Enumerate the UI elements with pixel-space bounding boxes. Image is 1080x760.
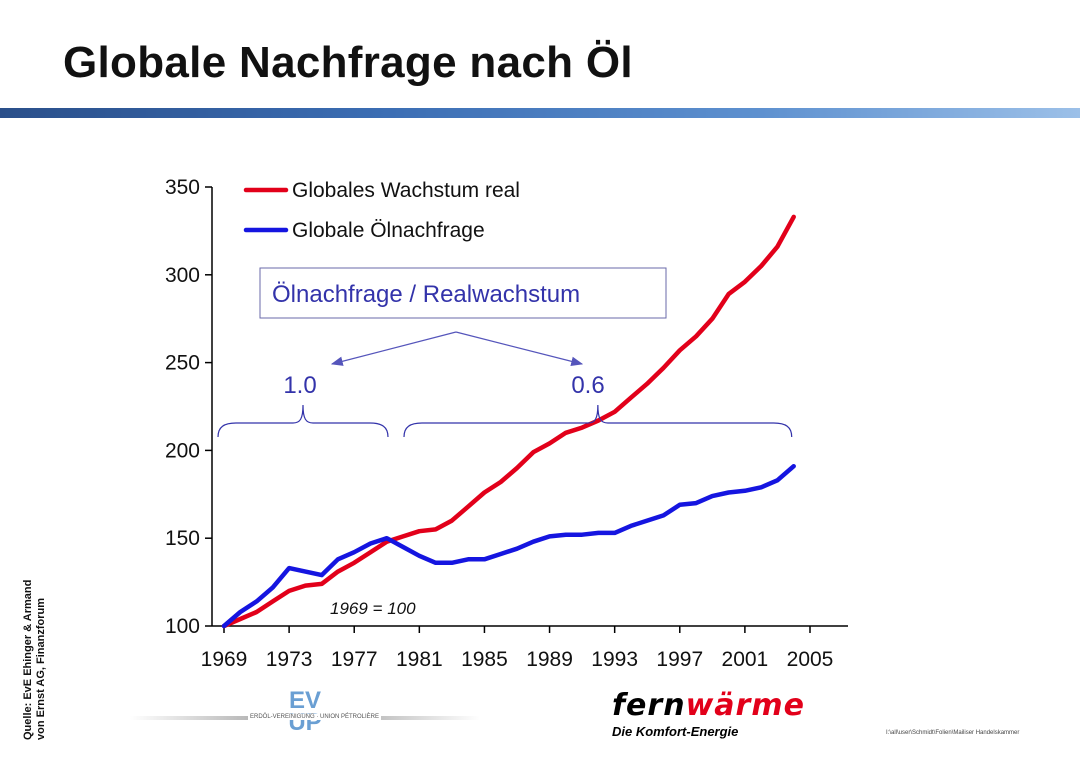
- x-tick-label: 1993: [591, 648, 638, 671]
- y-tick-label: 200: [165, 439, 200, 462]
- file-path: I:\all\user\Schmidt\Folien\Mailiser Hand…: [886, 730, 1020, 736]
- x-tick-label: 2001: [722, 648, 769, 671]
- ratio-value-late: 0.6: [571, 372, 604, 399]
- legend-label: Globale Ölnachfrage: [292, 219, 485, 242]
- y-tick-label: 250: [165, 352, 200, 375]
- x-tick-label: 1973: [266, 648, 313, 671]
- x-tick-label: 1977: [331, 648, 378, 671]
- source-note-line: Quelle: EvE Ehinger & Armand: [22, 579, 34, 740]
- ratio-box: [259, 267, 667, 319]
- fernwaerme-logo: fernwärme Die Komfort-Energie: [612, 688, 892, 748]
- evup-logo-letters: EV UP: [280, 687, 330, 735]
- series-line-real-growth: [221, 214, 796, 629]
- fernwaerme-tagline: Die Komfort-Energie: [612, 724, 739, 739]
- fernwaerme-brand-dark: fern: [612, 688, 686, 723]
- evup-logo: EV UP ERDÖL-VEREINIGUNG · UNION PÉTROLIÈ…: [130, 687, 480, 740]
- y-tick-label: 350: [165, 176, 200, 199]
- ratio-box-label: Ölnachfrage / Realwachstum: [272, 281, 580, 308]
- ratio-value-early: 1.0: [283, 372, 316, 399]
- y-tick-label: 100: [165, 615, 200, 638]
- fernwaerme-brand: fernwärme: [612, 688, 805, 723]
- ratio-arrow-right: [455, 331, 584, 366]
- x-tick-label: 1969: [201, 648, 248, 671]
- series-line-oil-demand: [221, 463, 796, 629]
- x-tick-label: 2005: [787, 648, 834, 671]
- y-tick-label: 300: [165, 264, 200, 287]
- x-tick-label: 1997: [656, 648, 703, 671]
- period-brace-early: [217, 404, 389, 438]
- source-note-line: von Ernst AG, Finanzforum: [35, 598, 47, 740]
- legend-label: Globales Wachstum real: [292, 179, 520, 202]
- fernwaerme-brand-red: wärme: [685, 688, 805, 723]
- y-tick-label: 150: [165, 527, 200, 550]
- source-note: Quelle: EvE Ehinger & Armand von Ernst A…: [22, 580, 48, 740]
- x-tick-label: 1989: [526, 648, 573, 671]
- period-brace-late: [403, 404, 793, 438]
- page-title: Globale Nachfrage nach Öl: [63, 38, 633, 87]
- base-year-note: 1969 = 100: [330, 599, 416, 618]
- evup-logo-top: EV: [288, 687, 321, 714]
- x-tick-label: 1985: [461, 648, 508, 671]
- title-underline-bar: [0, 108, 1080, 118]
- x-tick-label: 1981: [396, 648, 443, 671]
- ratio-arrow-left: [330, 331, 457, 366]
- evup-logo-tagline: ERDÖL-VEREINIGUNG · UNION PÉTROLIÈRE: [248, 714, 382, 720]
